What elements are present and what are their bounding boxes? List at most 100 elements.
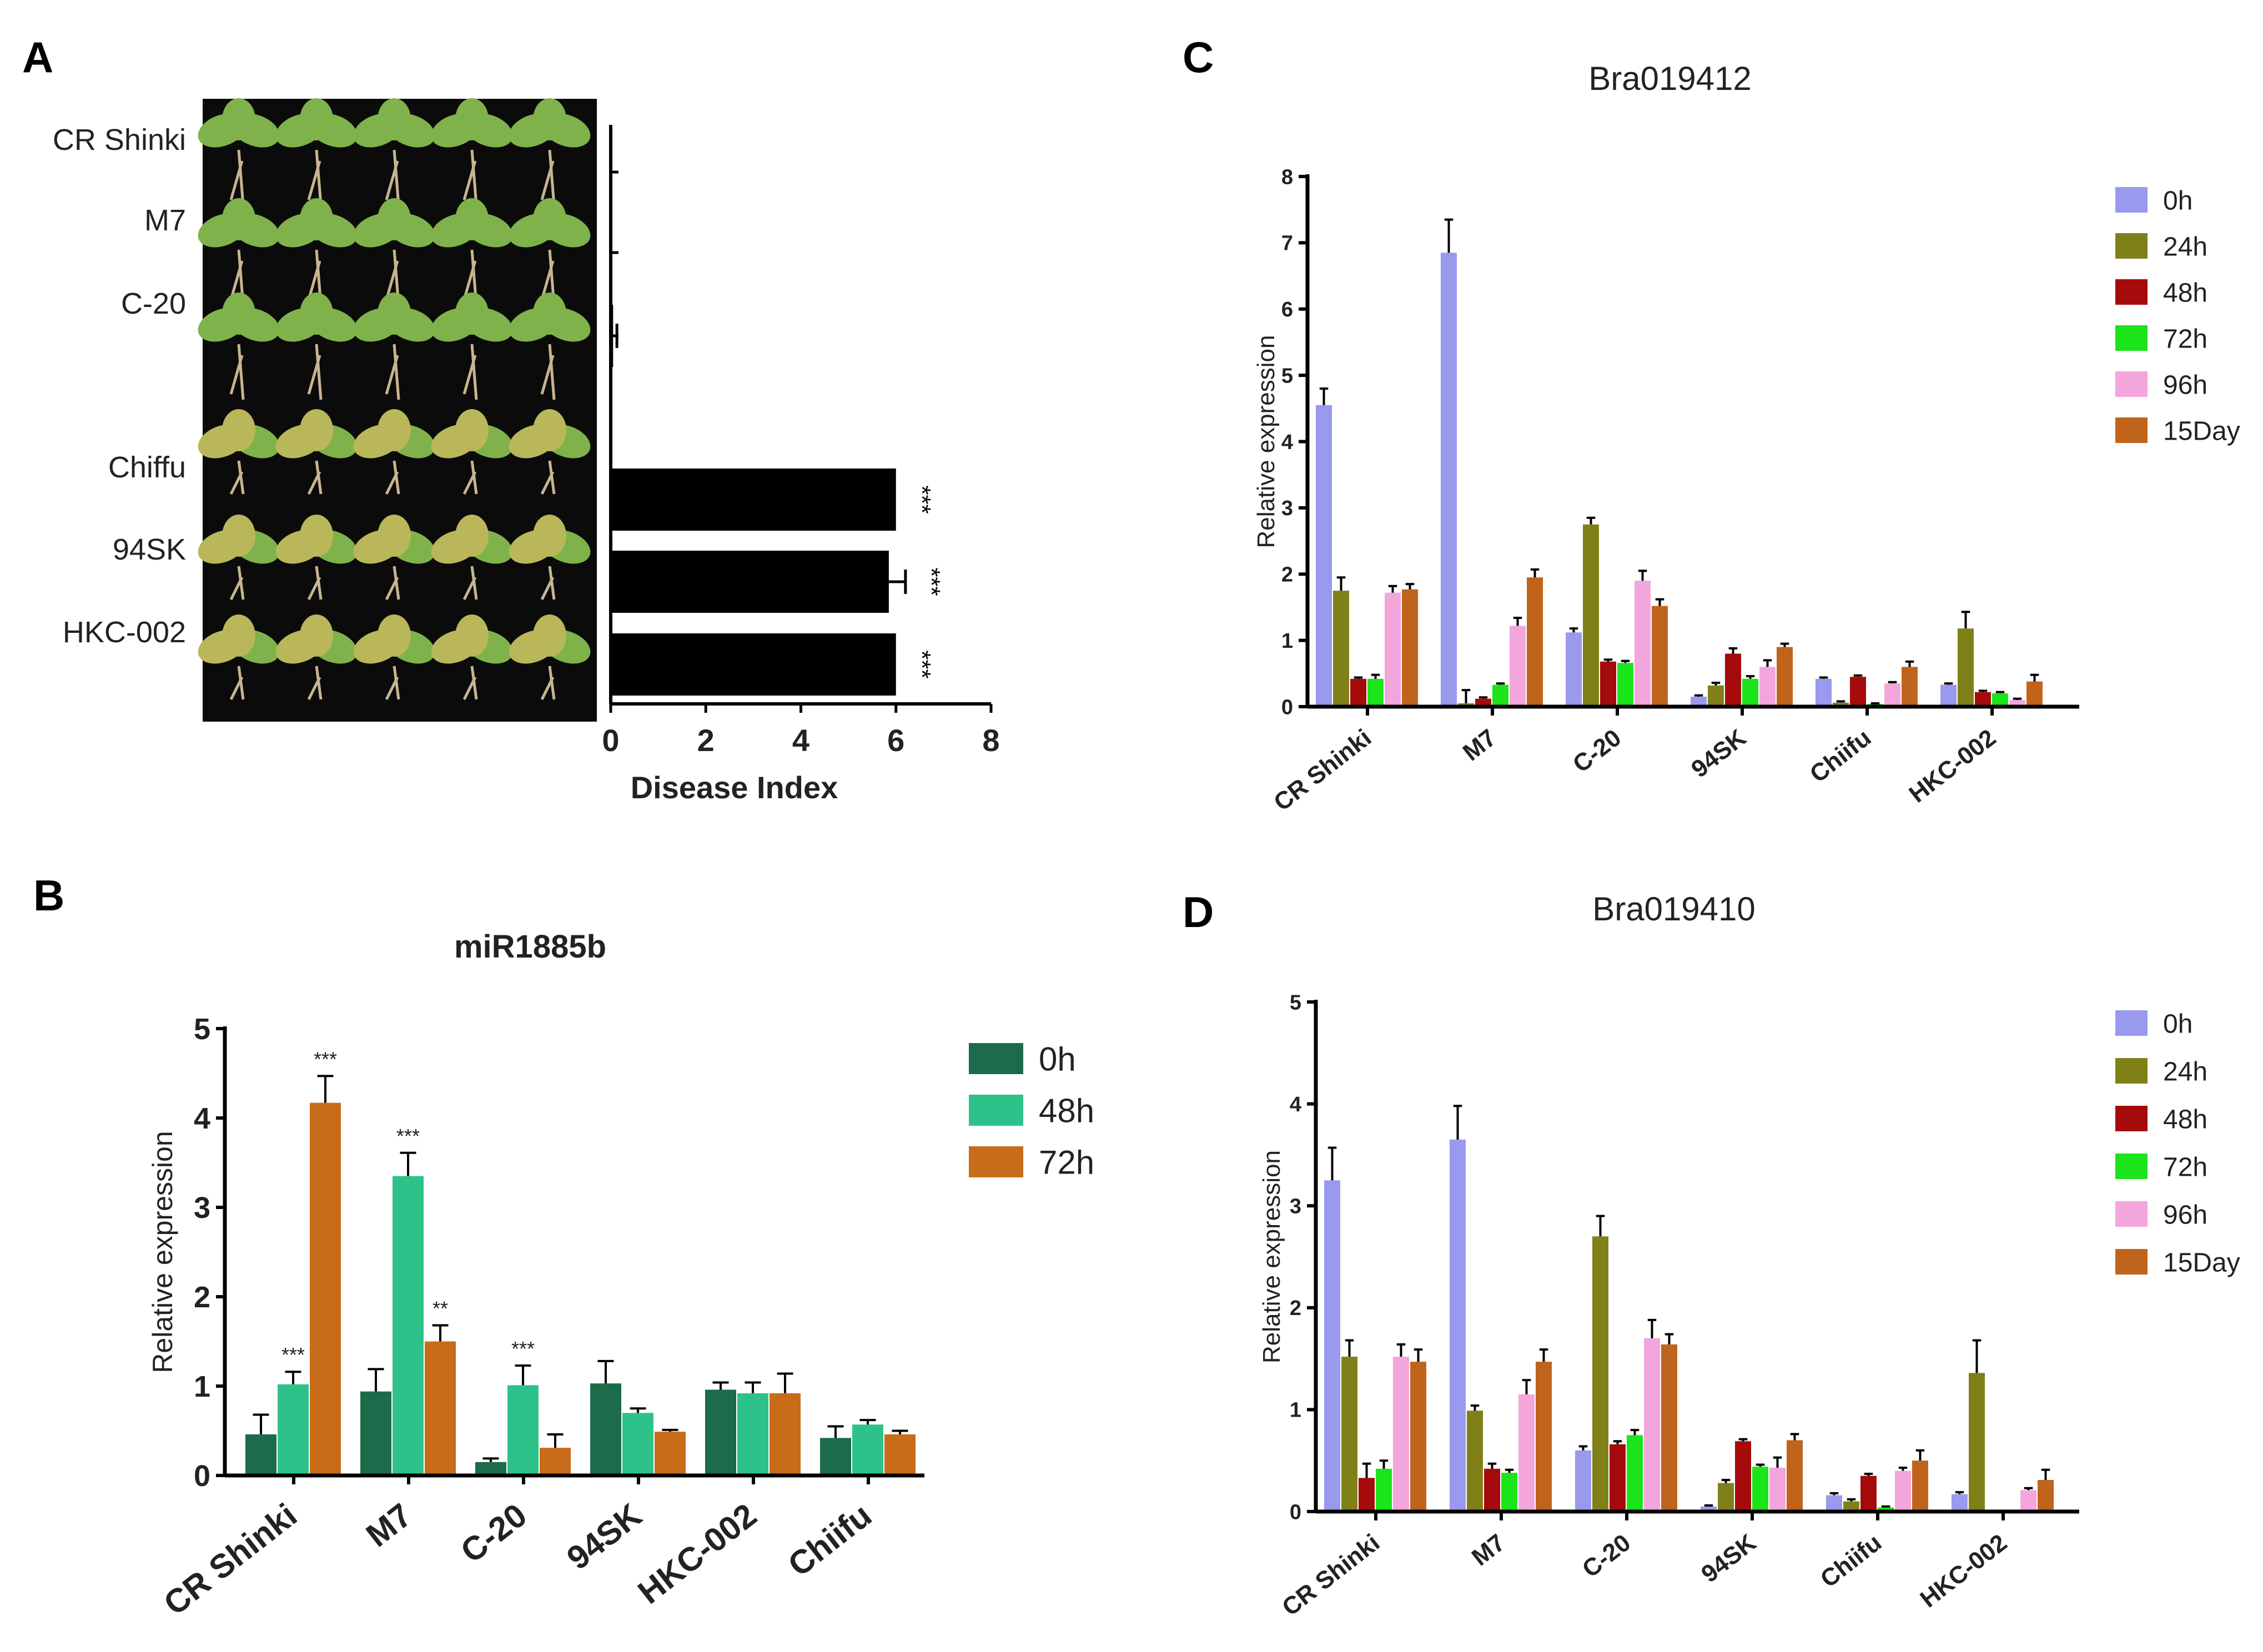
legend-swatch [969,1095,1023,1126]
legend-swatch [2115,233,2148,259]
bar [1333,591,1349,707]
plant-root [385,344,400,400]
plant-root [540,460,556,495]
bar [1410,1362,1426,1512]
bar [1777,647,1793,707]
plant-root [540,344,556,400]
bar [1878,1507,1894,1512]
x-tick-label: 6 [887,723,904,758]
bar [1833,702,1849,707]
bar [705,1389,736,1475]
bar [611,551,889,613]
category-label: CR Shinki [1269,724,1376,817]
bar [1958,628,1974,707]
bar [1393,1356,1409,1512]
legend-label: 15Day [2163,1248,2240,1277]
category-label: 94SK [113,533,186,566]
legend-label: 0h [2163,186,2192,215]
plant-root [540,566,556,601]
category-label: Chiifu [1805,724,1876,788]
legend-label: 96h [2163,1200,2207,1230]
y-tick-label: 4 [194,1102,210,1135]
plant-root [462,566,478,601]
bar [1617,663,1633,707]
bar [1376,1468,1392,1512]
y-tick-label: 2 [194,1281,210,1314]
plant-leaf [455,98,489,140]
category-label: 94SK [1696,1529,1761,1588]
legend-swatch [2115,1154,2148,1179]
legend-swatch [2115,325,2148,351]
y-tick-label: 8 [1281,165,1293,189]
bar [1583,524,1599,707]
bar [1600,661,1616,707]
y-tick-label: 4 [1281,431,1293,454]
bar [1527,577,1543,707]
category-label: C-20 [1577,1529,1636,1583]
bar [1718,1483,1734,1512]
bar [1510,626,1526,707]
y-tick-label: 3 [1281,497,1293,520]
bar [1592,1236,1608,1512]
bar [1816,678,1832,707]
panel-a: CR Shinki M7 C-20 Chiffu *** 94SK *** HKC-002 **… [53,98,1000,805]
legend-label: 48h [2163,278,2207,308]
legend-swatch [2115,417,2148,443]
plant-leaf [455,409,489,451]
disease-index-chart: CR Shinki M7 C-20 Chiffu *** 94SK *** HKC-002 **… [53,123,1000,805]
plant-leaf [222,615,255,657]
bar [611,469,896,531]
x-tick-label: 4 [792,723,809,758]
plant-leaf [378,515,411,557]
y-tick-label: 6 [1281,298,1293,321]
plant-leaf [533,615,566,657]
mir1885b-chart: miR1885b Relative expression 0 1 2 3 4 5 *** *** C… [147,929,1094,1623]
bar [1884,683,1900,707]
y-axis-title: Relative expression [1258,1150,1285,1363]
plant-leaf [222,293,255,335]
plant-leaf [455,293,489,335]
bar [852,1424,883,1475]
plant-leaf [300,515,333,557]
legend-label: 24h [2163,1057,2207,1086]
bar [622,1413,653,1475]
y-tick-label: 5 [194,1013,210,1046]
plant-root [229,666,245,701]
bar [1742,678,1758,707]
bar [884,1434,916,1475]
plant-leaf [300,293,333,335]
plant-photo-art [198,98,591,701]
bar [1735,1441,1751,1512]
plant-leaf [378,98,411,140]
chart-title: Bra019410 [1592,890,1756,928]
bar [425,1341,456,1475]
category-label: M7 [1458,724,1501,766]
panel-letter-c: C [1183,33,1214,82]
significance-label: *** [511,1337,535,1360]
plant-leaf [378,293,411,335]
plant-leaf [300,409,333,451]
bar [1627,1435,1643,1512]
plant-leaf [378,198,411,240]
bar [2020,1490,2036,1512]
legend-label: 48h [2163,1105,2207,1134]
bar [2038,1480,2054,1512]
bar [1566,632,1582,707]
category-label: HKC-002 [1904,724,2001,808]
category-label: HKC-002 [631,1496,763,1611]
y-tick-label: 1 [194,1370,210,1403]
plant-root [540,149,556,206]
category-label: Chiffu [108,451,186,484]
bar [737,1393,768,1475]
bar [1850,677,1866,707]
plant-leaf [533,198,566,240]
plant-root [385,666,400,701]
bar [1769,1468,1786,1512]
category-label: HKC-002 [63,616,186,649]
legend-label: 72h [2163,1152,2207,1182]
bar [1691,697,1707,707]
bar [1367,678,1384,707]
panel-letter-d: D [1183,888,1214,936]
bar [540,1448,571,1475]
y-tick-label: 7 [1281,232,1293,255]
